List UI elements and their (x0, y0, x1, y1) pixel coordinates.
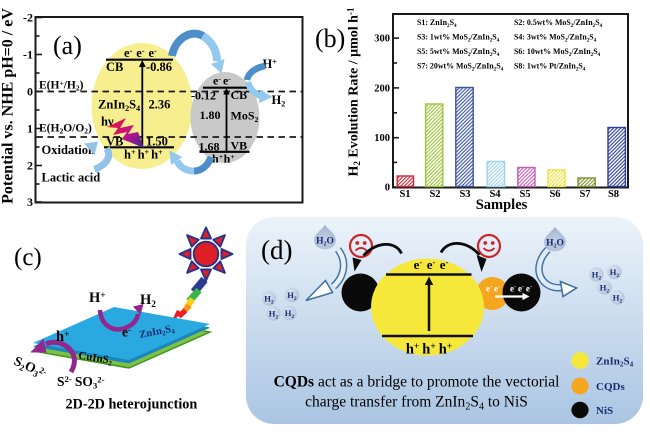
svg-text:charge transfer from ZnIn2S4 t: charge transfer from ZnIn2S4 to NiS (305, 394, 528, 413)
svg-text:e-: e- (122, 325, 131, 340)
svg-text:H2: H2 (269, 309, 279, 321)
svg-text:200: 200 (374, 83, 390, 94)
svg-text:S7: 20wt% MoS2/ZnIn2S4: S7: 20wt% MoS2/ZnIn2S4 (417, 62, 504, 73)
svg-text:VB: VB (106, 135, 123, 149)
svg-text:1.68: 1.68 (199, 140, 220, 154)
svg-text:S5: S5 (519, 189, 530, 200)
svg-text:ZnIn2S4: ZnIn2S4 (98, 98, 140, 113)
svg-text:e-e-: e-e- (213, 74, 231, 88)
svg-text:0: 0 (385, 183, 390, 194)
svg-text:CB: CB (106, 60, 123, 74)
svg-text:1.80: 1.80 (200, 108, 221, 122)
svg-text:2.36: 2.36 (149, 98, 171, 112)
svg-text:H2: H2 (287, 290, 297, 302)
svg-text:(b): (b) (315, 24, 345, 53)
svg-text:300: 300 (374, 34, 390, 45)
svg-text:e-e-e-: e-e-e- (414, 257, 449, 272)
svg-text:E(H+/H2): E(H+/H2) (39, 79, 84, 93)
svg-text:S3: S3 (459, 189, 470, 200)
svg-text:Potential vs. NHE pH=0 / eV: Potential vs. NHE pH=0 / eV (0, 8, 17, 204)
svg-text:H2: H2 (613, 293, 623, 305)
svg-text:H2: H2 (600, 283, 610, 295)
svg-text:1: 1 (27, 122, 33, 136)
svg-text:ZnIn2S4: ZnIn2S4 (596, 356, 634, 369)
svg-text:-0.12: -0.12 (191, 89, 216, 103)
svg-text:S1: ZnIn2S4: S1: ZnIn2S4 (417, 18, 457, 29)
svg-text:0: 0 (27, 85, 33, 99)
svg-text:S8: S8 (608, 189, 619, 200)
svg-text:H2: H2 (272, 93, 286, 108)
svg-text:(d): (d) (261, 235, 292, 265)
svg-text:S6: 10wt% MoS2/ZnIn2S4: S6: 10wt% MoS2/ZnIn2S4 (514, 47, 601, 58)
svg-text:H2 Evolution Rate / μmol h-1: H2 Evolution Rate / μmol h-1 (346, 7, 363, 176)
svg-text:h+h+h+: h+ h+ h+ (406, 342, 452, 358)
svg-text:S8: 1wt% Pt/ZnIn2S4: S8: 1wt% Pt/ZnIn2S4 (514, 62, 586, 73)
svg-text:S4: 3wt% MoS2/ZnIn2S4: S4: 3wt% MoS2/ZnIn2S4 (514, 33, 597, 44)
svg-text:S2: S2 (429, 189, 440, 200)
svg-text:S5: 5wt% MoS2/ZnIn2S4: S5: 5wt% MoS2/ZnIn2S4 (417, 47, 500, 58)
svg-text:h+h+h+: h+ h+ h+ (124, 148, 163, 162)
svg-text:h+h+: h+h+ (212, 152, 235, 166)
svg-text:H2: H2 (264, 294, 274, 306)
svg-text:100: 100 (374, 133, 390, 144)
svg-text:-1: -1 (23, 48, 33, 62)
svg-text:E(H2O/O2): E(H2O/O2) (39, 123, 92, 136)
svg-text:H2O: H2O (546, 239, 564, 250)
svg-text:H2: H2 (285, 308, 295, 320)
svg-text:Samples: Samples (476, 197, 528, 213)
svg-text:S2-SO32-: S2- SO32- (57, 374, 105, 391)
svg-text:2: 2 (27, 159, 33, 173)
svg-text:2D-2D heterojunction: 2D-2D heterojunction (66, 397, 198, 413)
svg-text:S1: S1 (399, 189, 410, 200)
svg-text:NiS: NiS (596, 405, 613, 417)
svg-text:H2: H2 (592, 270, 602, 282)
svg-text:VB: VB (231, 139, 248, 153)
svg-text:1.50: 1.50 (146, 135, 168, 149)
svg-text:H2: H2 (140, 292, 156, 310)
svg-text:e-e-: e-e- (486, 284, 500, 294)
svg-text:e-e-e-: e-e-e- (510, 284, 532, 294)
svg-text:S2O32-: S2O32- (11, 353, 49, 382)
svg-text:S6: S6 (549, 189, 560, 200)
svg-text:(a): (a) (53, 31, 82, 60)
svg-text:Oxidation: Oxidation (42, 143, 96, 157)
svg-text:MoS2: MoS2 (231, 109, 259, 124)
svg-text:(c): (c) (14, 244, 42, 271)
svg-text:S3: 1wt% MoS2/ZnIn2S4: S3: 1wt% MoS2/ZnIn2S4 (417, 33, 500, 44)
svg-text:S4: S4 (489, 189, 501, 200)
svg-text:-0.86: -0.86 (146, 60, 172, 74)
svg-text:e-e-e-: e-e-e- (124, 46, 157, 60)
svg-text:H2O: H2O (316, 237, 334, 248)
svg-text:3: 3 (27, 195, 33, 209)
svg-text:H+: H+ (89, 290, 106, 306)
svg-text:CB: CB (231, 88, 248, 102)
svg-text:hν: hν (101, 115, 114, 129)
svg-text:H2: H2 (610, 267, 620, 279)
svg-text:CQDs: CQDs (596, 381, 625, 393)
svg-text:Lactic acid: Lactic acid (42, 171, 101, 185)
svg-text:-2: -2 (23, 11, 33, 25)
svg-text:S7: S7 (579, 189, 590, 200)
svg-text:S2: 0.5wt% MoS2/ZnIn2S4: S2: 0.5wt% MoS2/ZnIn2S4 (514, 18, 603, 29)
svg-text:CQDs act as a bridge to promot: CQDs act as a bridge to promote the vect… (274, 374, 560, 391)
